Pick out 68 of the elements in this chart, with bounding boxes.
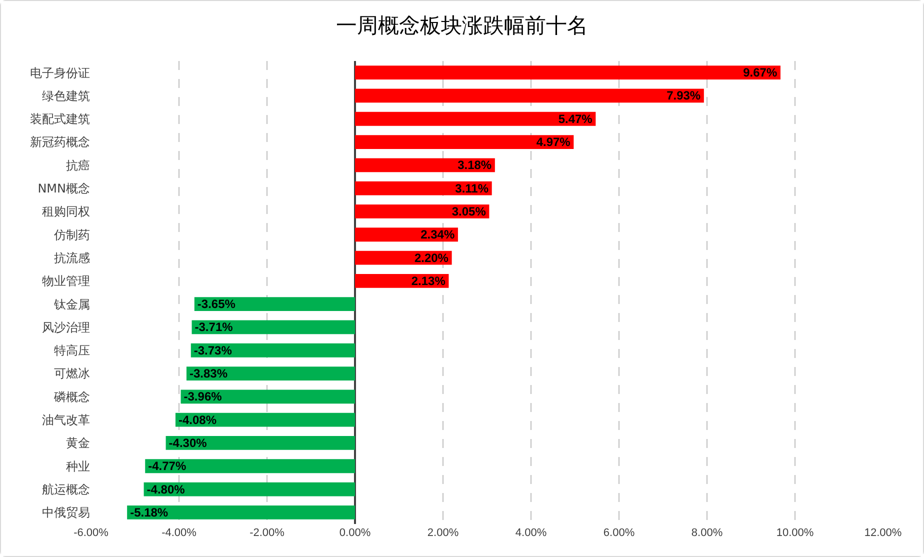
- data-label: 5.47%: [558, 112, 593, 126]
- data-label: -4.30%: [168, 436, 208, 450]
- data-label: -4.80%: [146, 482, 186, 496]
- data-label: 3.05%: [452, 204, 486, 218]
- x-tick-label: 8.00%: [691, 527, 723, 539]
- y-tick-label: 磷概念: [53, 390, 90, 404]
- y-tick-label: NMN概念: [38, 182, 90, 196]
- bar: [166, 436, 355, 450]
- bar: [190, 343, 355, 358]
- y-tick-label: 风沙治理: [42, 320, 90, 334]
- x-tick-label: 4.00%: [515, 527, 547, 539]
- data-label: -3.83%: [189, 366, 228, 381]
- y-tick-label: 仿制药: [53, 228, 90, 242]
- y-tick-label: 油气改革: [42, 413, 90, 428]
- y-tick-label: 种业: [66, 459, 90, 474]
- x-tick-label: 2.00%: [427, 527, 459, 539]
- data-label: -3.73%: [194, 343, 232, 358]
- x-tick-label: 10.00%: [776, 527, 814, 539]
- data-label: -5.18%: [130, 505, 168, 520]
- bar: [355, 88, 704, 103]
- y-tick-label: 黄金: [66, 436, 90, 450]
- data-label: 4.97%: [536, 135, 571, 150]
- data-label: -4.08%: [178, 412, 217, 427]
- x-tick-label: -4.00%: [162, 527, 197, 539]
- bar: [186, 366, 355, 380]
- bar: [355, 66, 780, 80]
- y-tick-label: 特高压: [54, 344, 90, 358]
- y-tick-label: 抗流感: [54, 250, 90, 265]
- data-label: -4.77%: [148, 459, 186, 474]
- data-label: 2.20%: [414, 250, 449, 265]
- y-tick-label: 新冠药概念: [30, 135, 90, 150]
- bar: [194, 297, 355, 312]
- bar: [127, 505, 355, 520]
- bar: [355, 112, 596, 126]
- bar: [144, 482, 355, 496]
- x-tick-label: 12.00%: [864, 527, 902, 539]
- y-tick-label: 电子身份证: [30, 66, 90, 80]
- y-tick-label: 租购同权: [42, 204, 90, 219]
- bar: [145, 459, 355, 474]
- y-tick-label: 物业管理: [42, 274, 90, 288]
- bar: [192, 320, 355, 334]
- data-label: 9.67%: [743, 66, 778, 80]
- bar: [175, 412, 355, 427]
- x-tick-label: 0.00%: [339, 527, 371, 539]
- y-tick-label: 钛金属: [53, 297, 90, 312]
- data-label: 2.34%: [420, 228, 455, 242]
- data-label: 3.11%: [455, 181, 489, 196]
- x-tick-label: -2.00%: [250, 527, 285, 539]
- bar: [355, 135, 574, 149]
- x-tick-label: 6.00%: [603, 527, 635, 539]
- bar: [355, 204, 490, 218]
- y-tick-label: 航运概念: [42, 482, 90, 496]
- y-tick-label: 可燃冰: [54, 366, 90, 381]
- y-tick-label: 装配式建筑: [30, 112, 90, 126]
- y-tick-label: 抗癌: [66, 158, 90, 172]
- data-label: -3.65%: [197, 297, 236, 312]
- y-tick-label: 中俄贸易: [42, 506, 90, 520]
- data-label: -3.96%: [184, 390, 222, 404]
- x-tick-label: -6.00%: [74, 527, 109, 539]
- bar: [180, 390, 355, 404]
- y-tick-label: 绿色建筑: [42, 88, 90, 103]
- bar: [355, 158, 495, 172]
- bar: [355, 181, 492, 196]
- data-label: 3.18%: [458, 158, 492, 172]
- data-label: 2.13%: [411, 274, 446, 288]
- data-label: 7.93%: [666, 88, 701, 103]
- chart-title: 一周概念板块涨跌幅前十名: [336, 13, 588, 38]
- data-label: -3.71%: [194, 320, 234, 334]
